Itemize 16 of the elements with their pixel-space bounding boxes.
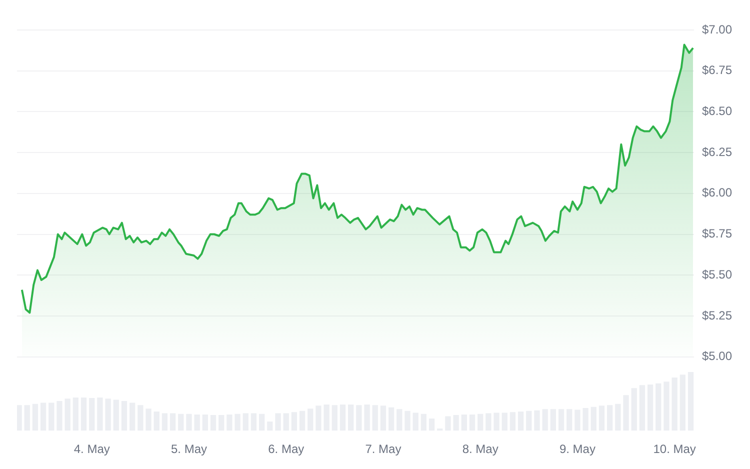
x-tick-label: 7. May — [365, 442, 402, 456]
y-tick-label: $5.00 — [702, 349, 732, 364]
x-tick-label: 10. May — [653, 442, 696, 456]
y-tick-label: $6.00 — [702, 186, 732, 200]
y-tick-label: $7.00 — [702, 22, 732, 36]
y-tick-label: $6.50 — [702, 104, 732, 118]
y-tick-label: $6.75 — [702, 63, 732, 78]
y-tick-label: $6.25 — [702, 144, 732, 159]
x-tick-label: 8. May — [462, 442, 498, 456]
y-tick-label: $5.75 — [702, 226, 732, 241]
x-tick-label: 6. May — [268, 442, 304, 456]
y-tick-label: $5.25 — [702, 308, 732, 322]
x-tick-label: 5. May — [170, 442, 207, 456]
x-tick-label: 9. May — [559, 442, 596, 456]
x-tick-label: 4. May — [74, 442, 110, 456]
y-tick-label: $5.50 — [702, 267, 732, 282]
